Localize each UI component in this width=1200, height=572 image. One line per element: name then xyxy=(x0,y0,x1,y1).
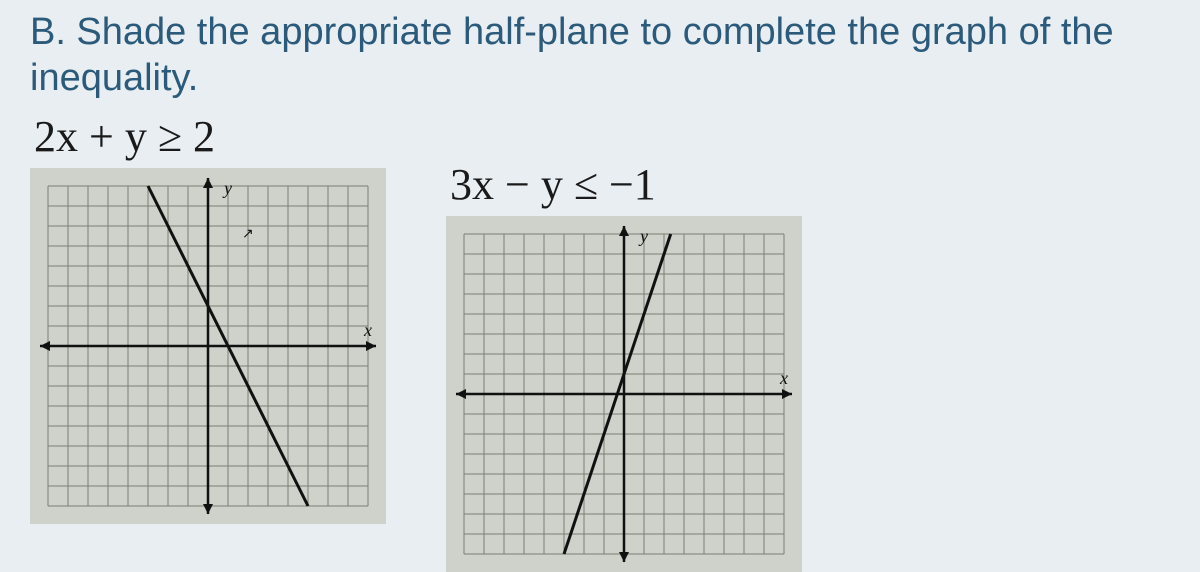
question-label: B. xyxy=(30,10,66,56)
question-row: B. Shade the appropriate half-plane to c… xyxy=(30,10,1170,101)
problems-row: 2x + y ≥ 2 xyxy=(30,111,1170,572)
graph-2-svg: y x xyxy=(454,224,794,564)
y-axis-label-2: y xyxy=(638,226,648,246)
problem-1: 2x + y ≥ 2 xyxy=(30,111,386,572)
graph-2: y x xyxy=(446,216,802,572)
x-axis-label: x xyxy=(363,320,372,340)
svg-text:↗: ↗ xyxy=(242,225,254,241)
question-text: Shade the appropriate half-plane to comp… xyxy=(30,11,1114,99)
worksheet-page: B. Shade the appropriate half-plane to c… xyxy=(0,0,1200,541)
problem-2: 3x − y ≤ −1 xyxy=(446,159,802,572)
graph-1: y x ↗ xyxy=(30,168,386,524)
y-axis-label: y xyxy=(222,178,232,198)
graph-1-svg: y x ↗ xyxy=(38,176,378,516)
inequality-1: 2x + y ≥ 2 xyxy=(30,111,386,162)
x-axis-label-2: x xyxy=(779,368,788,388)
inequality-2: 3x − y ≤ −1 xyxy=(446,159,802,210)
